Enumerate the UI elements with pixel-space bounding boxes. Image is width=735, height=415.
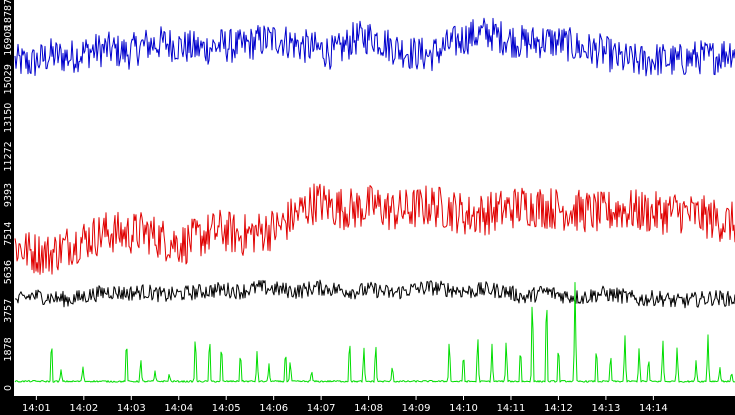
y-tick-label: 13150 xyxy=(3,103,14,133)
x-tick-label: 14:05 xyxy=(212,403,241,414)
y-axis-band xyxy=(0,0,14,400)
x-tick-label: 14:12 xyxy=(544,403,573,414)
y-tick-label: 9393 xyxy=(3,183,14,207)
x-axis-band xyxy=(0,396,735,415)
y-tick-label: 15029 xyxy=(3,64,14,94)
x-tick-label: 14:14 xyxy=(639,403,668,414)
y-tick-label: 3757 xyxy=(3,299,14,323)
y-tick-label: 1878 xyxy=(3,337,14,361)
y-axis-ticks: 0 1878 3757 5636 7514 9393 11272 13150 15029 1690… xyxy=(3,0,14,391)
x-tick-label: 14:10 xyxy=(449,403,478,414)
y-tick-label: 0 xyxy=(3,385,14,391)
y-tick-label: 11272 xyxy=(3,141,14,171)
series-line-3 xyxy=(14,279,735,309)
x-tick-label: 14:01 xyxy=(22,403,51,414)
series-line-4 xyxy=(14,282,735,383)
x-tick-label: 14:13 xyxy=(591,403,620,414)
x-tick-label: 14:09 xyxy=(402,403,431,414)
series-line-2 xyxy=(14,183,735,275)
x-axis-ticks: 14:01 14:02 14:03 14:04 14:05 14:06 14:07 14:08… xyxy=(22,396,668,414)
x-tick-label: 14:03 xyxy=(117,403,146,414)
y-tick-label: 5636 xyxy=(3,260,14,284)
y-tick-label: 7514 xyxy=(3,222,14,246)
y-tick-label: 16908 xyxy=(3,25,14,55)
series-group xyxy=(14,17,735,383)
x-tick-label: 14:08 xyxy=(354,403,383,414)
x-tick-label: 14:04 xyxy=(164,403,193,414)
series-line-1 xyxy=(14,17,735,77)
x-tick-label: 14:06 xyxy=(259,403,288,414)
x-tick-label: 14:02 xyxy=(69,403,98,414)
x-tick-label: 14:11 xyxy=(497,403,526,414)
y-tick-label: 18787 xyxy=(3,0,14,29)
x-tick-label: 14:07 xyxy=(307,403,336,414)
